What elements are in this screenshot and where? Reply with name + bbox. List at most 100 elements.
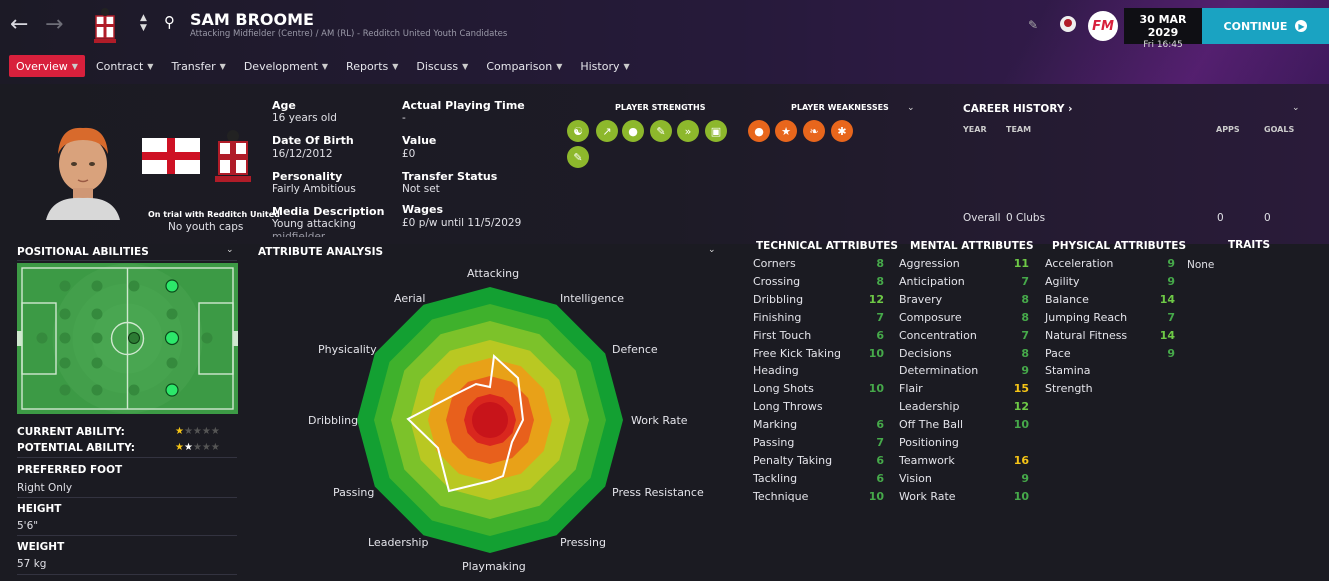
attribute-value: 9 [1167, 257, 1175, 270]
teamwork-icon[interactable]: ☯ [567, 120, 589, 142]
radar-label-attacking: Attacking [467, 267, 520, 280]
attribute-name: Long Shots [753, 382, 814, 396]
attribute-value: 14 [1159, 292, 1175, 306]
attribute-name: Bravery [899, 292, 943, 306]
attribute-name: Acceleration [1045, 257, 1114, 270]
attribute-name: Tackling [753, 471, 798, 485]
career-col-apps: APPS [1216, 125, 1240, 134]
apt-value: - [402, 112, 406, 124]
age-label: Age [272, 99, 296, 112]
back-arrow-icon[interactable]: ← [10, 12, 29, 37]
search-icon[interactable]: ⚲ [164, 13, 175, 31]
edit-icon[interactable]: ✎ [1028, 18, 1039, 32]
traits-title: TRAITS [1228, 239, 1271, 251]
continue-button[interactable]: CONTINUE ▶ [1202, 8, 1329, 44]
positional-collapse-chevron-icon[interactable]: ⌄ [226, 245, 234, 255]
star-icon[interactable]: ★ [775, 120, 797, 142]
tab-overview[interactable]: Overview ▼ [9, 55, 85, 77]
manager-icon[interactable] [1058, 14, 1078, 34]
england-flag-icon [142, 138, 200, 174]
star-icon: ★ [175, 442, 184, 453]
foot-icon[interactable]: ❧ [803, 120, 825, 142]
tab-transfer[interactable]: Transfer ▼ [171, 59, 226, 73]
attribute-name: First Touch [753, 328, 812, 342]
current-date: 30 MAR 2029 [1139, 13, 1187, 39]
fm-logo[interactable]: FM [1088, 11, 1118, 41]
height-label: HEIGHT [17, 503, 62, 515]
attribute-value: 8 [1021, 292, 1029, 306]
caps-text: No youth caps [168, 221, 244, 233]
improving-icon[interactable]: ↗ [596, 120, 618, 142]
career-collapse-chevron-icon[interactable]: ⌄ [1292, 103, 1300, 113]
mental-title: MENTAL ATTRIBUTES [910, 240, 1034, 252]
attribute-name: Natural Fitness [1045, 328, 1128, 342]
attribute-value: 6 [876, 453, 884, 467]
mental-icon[interactable]: ● [622, 120, 644, 142]
attribute-name: Marking [753, 418, 798, 432]
analysis-collapse-chevron-icon[interactable]: ⌄ [708, 245, 716, 255]
physical-icon[interactable]: ✱ [831, 120, 853, 142]
attribute-value: 10 [868, 346, 884, 360]
attribute-radar[interactable] [350, 280, 630, 560]
pitch-diagram[interactable] [17, 263, 238, 414]
tab-contract[interactable]: Contract ▼ [95, 59, 154, 73]
physical-title: PHYSICAL ATTRIBUTES [1052, 240, 1187, 252]
potential-ability-stars: ★★★★★ [175, 442, 220, 453]
career-col-year: YEAR [963, 125, 987, 134]
player-switch-icon[interactable]: ▲ ▼ [140, 13, 147, 33]
tab-reports[interactable]: Reports ▼ [346, 59, 399, 73]
attribute-value: 10 [1013, 489, 1029, 503]
radar-label-playmaking: Playmaking [462, 560, 526, 573]
tab-development[interactable]: Development ▼ [243, 59, 329, 73]
radar-label-defence: Defence [612, 343, 658, 356]
radar-label-physicality: Physicality [318, 343, 377, 356]
attribute-value: 10 [868, 382, 884, 396]
preferred-foot-label: PREFERRED FOOT [17, 464, 123, 476]
attribute-name: Free Kick Taking [753, 346, 842, 360]
career-history-title[interactable]: CAREER HISTORY › [963, 103, 1073, 115]
preferred-foot-value: Right Only [17, 482, 73, 494]
aggression-icon[interactable]: ● [748, 120, 770, 142]
tab-comparison[interactable]: Comparison ▼ [486, 59, 563, 73]
dob-label: Date Of Birth [272, 134, 354, 147]
forward-arrow-icon[interactable]: → [45, 12, 64, 37]
attribute-value: 6 [876, 328, 884, 342]
club-crest-large-icon [215, 130, 251, 182]
attribute-name: Flair [899, 382, 923, 396]
strengths-collapse-chevron-icon[interactable]: ⌄ [907, 103, 915, 113]
potential-ability-label: POTENTIAL ABILITY: [17, 442, 135, 454]
attribute-value: 9 [1167, 346, 1175, 360]
tab-discuss[interactable]: Discuss ▼ [416, 59, 469, 73]
career-overall-goals: 0 [1264, 212, 1271, 224]
attribute-value: 14 [1159, 328, 1175, 342]
flair-icon[interactable]: ✎ [650, 120, 672, 142]
notes-icon[interactable]: ✎ [567, 146, 589, 168]
radar-label-press-resistance: Press Resistance [612, 486, 704, 499]
attribute-value: 7 [876, 310, 884, 324]
attribute-name: Jumping Reach [1045, 310, 1128, 324]
field-icon[interactable]: ▣ [705, 120, 727, 142]
current-time: Fri 16:45 [1143, 40, 1183, 50]
club-crest-icon[interactable] [90, 6, 120, 46]
attribute-name: Pace [1045, 346, 1071, 360]
career-overall-label: Overall [963, 212, 1001, 224]
career-col-goals: GOALS [1264, 125, 1295, 134]
star-icon: ★ [183, 442, 193, 453]
attribute-name: Balance [1045, 292, 1089, 306]
divider [17, 260, 237, 261]
age-value: 16 years old [272, 112, 337, 124]
weight-label: WEIGHT [17, 541, 65, 553]
attribute-value: 8 [1021, 346, 1029, 360]
career-overall-apps: 0 [1217, 212, 1224, 224]
attribute-value: 12 [868, 292, 884, 306]
tab-history[interactable]: History ▼ [580, 59, 630, 73]
pace-icon[interactable]: » [677, 120, 699, 142]
attribute-analysis-title: ATTRIBUTE ANALYSIS [258, 246, 384, 258]
player-name: SAM BROOME [190, 10, 314, 29]
personality-value[interactable]: Fairly Ambitious [272, 183, 356, 195]
attribute-value: 12 [1013, 400, 1029, 414]
attribute-name: Determination [899, 364, 979, 378]
attribute-value: 10 [1013, 418, 1029, 432]
radar-label-dribbling: Dribbling [308, 414, 359, 427]
wages-label: Wages [402, 203, 444, 216]
